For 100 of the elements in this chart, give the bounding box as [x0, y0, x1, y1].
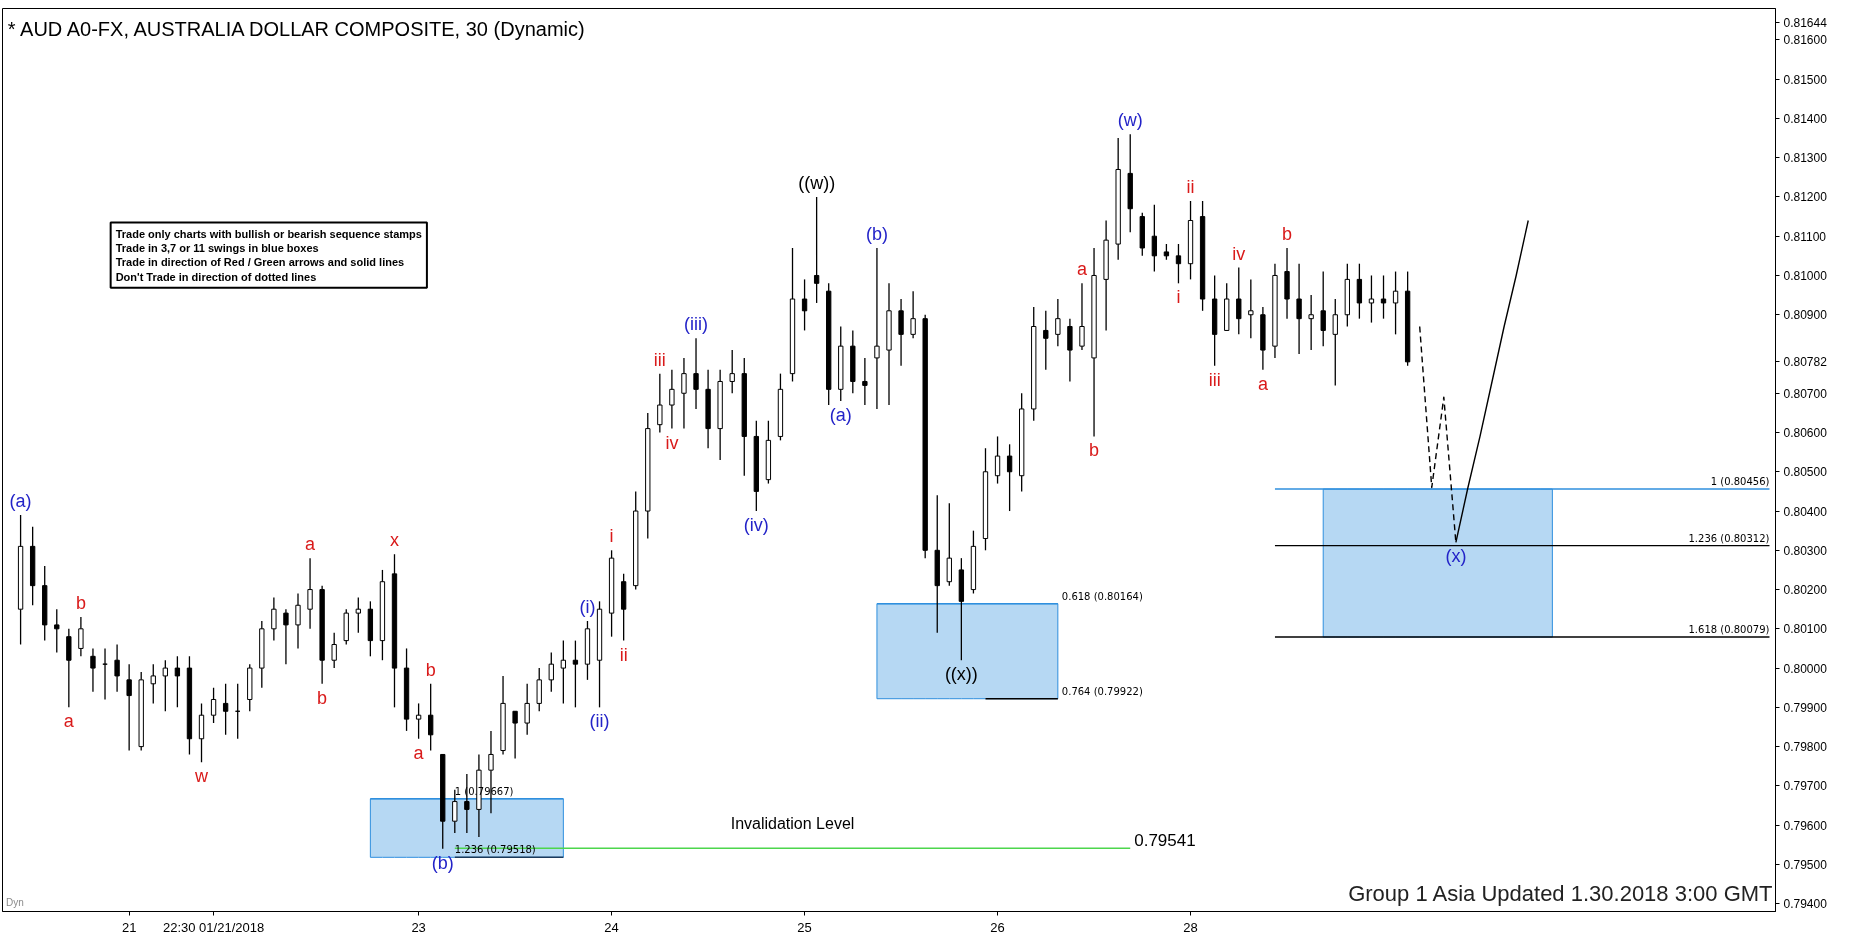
candlestick	[548, 651, 554, 693]
annotation: iv	[665, 432, 679, 453]
y-tick-label: 0.80900	[1783, 308, 1828, 323]
annotation: (w)	[1117, 110, 1143, 131]
candlestick	[198, 702, 205, 763]
text: * AUD A0-FX, AUSTRALIA DOLLAR COMPOSITE, 30 (Dynamic)	[7, 17, 585, 40]
data-label: 1 (0.80456)	[1710, 476, 1770, 488]
y-tick-label: 0.79600	[1783, 818, 1828, 833]
candlestick	[1151, 204, 1158, 273]
annotation: x	[389, 530, 399, 551]
candlestick	[560, 639, 567, 705]
x-tick-label: 23	[411, 919, 426, 935]
data-label: 0.764 (0.79922)	[1061, 685, 1143, 697]
annotation: i	[609, 526, 614, 547]
candlestick	[162, 659, 168, 712]
data-label: 1.618 (0.80079)	[1688, 624, 1770, 636]
candlestick	[994, 435, 1001, 485]
candlestick	[1308, 294, 1314, 351]
candlestick	[862, 357, 868, 406]
y-tick-label: 0.81000	[1783, 268, 1828, 283]
candlestick	[54, 608, 60, 654]
data-label: 1.236 (0.80312)	[1688, 532, 1770, 544]
candlestick	[1248, 278, 1254, 339]
candlestick	[428, 683, 434, 752]
y-tick-label: 0.79700	[1783, 779, 1828, 794]
x-tick-label: 28	[1183, 919, 1198, 935]
annotation: a	[63, 711, 75, 732]
candlestick	[657, 372, 663, 434]
annotation: ((w))	[798, 172, 836, 193]
candlestick	[283, 608, 289, 665]
annotation: w	[194, 766, 210, 787]
candlestick	[898, 298, 904, 367]
candlestick	[1175, 243, 1182, 284]
candlestick	[946, 502, 952, 587]
candlestick	[669, 369, 675, 430]
candlestick	[114, 643, 120, 693]
candlestick	[1380, 274, 1387, 320]
x-tick-label: 25	[797, 919, 812, 935]
annotation: iii	[653, 349, 666, 370]
candlestick	[331, 632, 337, 669]
candlestick	[210, 687, 217, 724]
y-tick-label: 0.81200	[1783, 190, 1828, 205]
x-tick-label: 22:30 01/21/2018	[162, 919, 265, 935]
candlestick	[452, 789, 458, 834]
candlestick	[1320, 270, 1326, 347]
annotation: Group 1 Asia Updated 1.30.2018 3:00 GMT	[1348, 881, 1773, 907]
candlestick	[801, 278, 808, 332]
candlestick	[355, 596, 361, 634]
annotation: (iii)	[684, 314, 709, 335]
y-tick-label: 0.80700	[1783, 386, 1828, 401]
y-tick-label: 0.80100	[1783, 622, 1828, 637]
candlestick	[1296, 263, 1302, 355]
y-tick-label: 0.81400	[1783, 111, 1828, 126]
y-tick-label: 0.81644	[1783, 16, 1828, 31]
y-tick-label: 0.80782	[1783, 354, 1828, 369]
candlestick	[1006, 443, 1013, 512]
annotation: (ii)	[589, 711, 610, 732]
y-tick-label: 0.80600	[1783, 426, 1828, 441]
y-tick-label: 0.80300	[1783, 543, 1828, 558]
annotation: a	[1076, 259, 1088, 280]
annotation: a	[305, 534, 317, 555]
y-tick-label: 0.81100	[1783, 229, 1827, 244]
y-tick-label: 0.80200	[1783, 583, 1828, 598]
annotation: (x)	[1445, 546, 1467, 567]
annotation: ((x))	[944, 664, 978, 685]
data-label: 0.79541	[1134, 831, 1196, 851]
annotation: (a)	[829, 405, 852, 426]
candlestick	[1043, 310, 1049, 371]
annotation: b	[1089, 440, 1100, 461]
annotation: (b)	[431, 852, 454, 873]
candlestick	[910, 290, 916, 339]
candlestick	[295, 592, 301, 650]
candlestick	[524, 683, 530, 736]
annotation: a	[1257, 373, 1269, 394]
candlestick	[681, 357, 687, 430]
candlestick	[307, 557, 313, 630]
candlestick	[126, 663, 132, 752]
candlestick	[512, 710, 518, 760]
annotation: (b)	[865, 223, 888, 244]
candlestick	[1332, 298, 1338, 387]
candlestick	[693, 337, 699, 410]
annotation: i	[1176, 287, 1181, 308]
candlestick	[1079, 282, 1085, 351]
x-tick-label: 21	[121, 919, 137, 935]
candlestick	[1368, 274, 1375, 324]
annotation: iv	[1232, 243, 1246, 264]
candlestick	[813, 196, 820, 304]
candlestick	[415, 702, 422, 740]
candlestick	[150, 663, 156, 705]
y-tick-label: 0.81300	[1783, 151, 1828, 166]
annotation: (i)	[579, 596, 596, 617]
annotation: (iv)	[743, 515, 769, 536]
annotation: ii	[619, 644, 628, 665]
candlestick	[90, 647, 96, 693]
candlestick	[1055, 298, 1061, 347]
candlestick	[78, 616, 84, 657]
y-tick-label: 0.81600	[1783, 33, 1828, 48]
y-tick-label: 0.80400	[1783, 504, 1828, 519]
y-tick-label: 0.79500	[1783, 857, 1828, 872]
x-tick-label: 24	[604, 919, 619, 935]
